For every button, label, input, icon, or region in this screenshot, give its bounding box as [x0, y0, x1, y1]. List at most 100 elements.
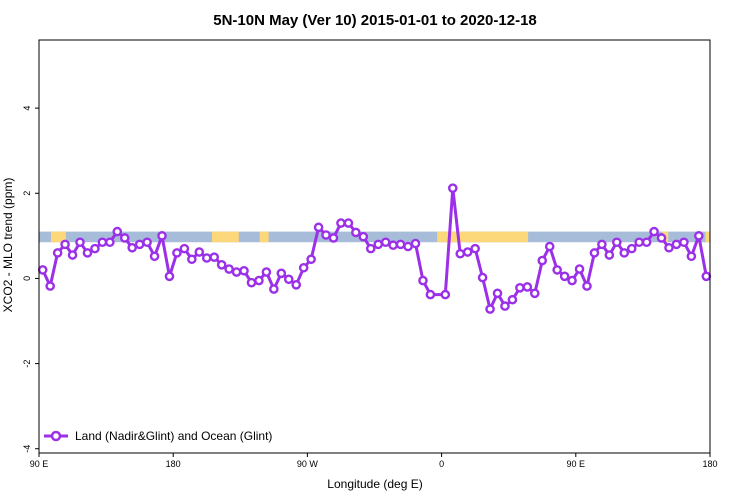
data-point-61 [500, 301, 510, 311]
data-point-28 [246, 277, 257, 288]
data-point-29 [254, 275, 264, 286]
x-tick-label-4: 90 E [567, 459, 586, 469]
data-point-8 [97, 237, 108, 248]
data-point-38 [321, 230, 331, 240]
data-point-77 [619, 248, 630, 258]
data-point-47 [388, 240, 398, 251]
data-point-34 [291, 280, 302, 290]
data-point-55 [455, 248, 466, 259]
data-point-53 [440, 289, 451, 300]
data-point-37 [313, 222, 324, 233]
data-point-33 [283, 274, 294, 285]
data-point-4 [67, 250, 78, 260]
data-point-19 [179, 243, 190, 254]
legend-entry-label: Land (Nadir&Glint) and Ocean (Glint) [75, 429, 272, 443]
data-point-50 [410, 238, 421, 249]
data-point-35 [298, 262, 309, 273]
y-axis: -4 -2 0 2 4 [22, 106, 39, 453]
data-point-31 [269, 284, 279, 294]
data-point-3 [60, 239, 70, 250]
data-point-11 [119, 233, 130, 243]
data-point-16 [157, 231, 167, 241]
land-segment-2 [259, 231, 269, 243]
data-point-88 [701, 271, 712, 282]
y-tick-label-2: 0 [22, 276, 32, 281]
y-axis-label: XCO2 - MLO trend (ppm) [1, 178, 15, 313]
data-point-80 [641, 237, 652, 248]
x-axis: 90 E 180 90 W 0 90 E 180 [30, 453, 718, 469]
data-point-20 [187, 254, 197, 265]
data-point-87 [694, 231, 704, 241]
data-point-25 [224, 264, 234, 274]
data-point-17 [164, 271, 175, 282]
data-point-40 [336, 218, 346, 228]
data-point-82 [656, 233, 667, 243]
data-point-71 [574, 264, 585, 274]
legend-marker-swatch [50, 430, 62, 442]
land-segment-1 [211, 231, 239, 243]
data-point-59 [485, 304, 495, 314]
data-point-52 [425, 289, 436, 300]
data-point-65 [529, 288, 540, 299]
data-point-58 [477, 272, 488, 283]
data-point-46 [380, 237, 391, 248]
data-point-86 [686, 251, 697, 262]
data-point-72 [582, 281, 592, 291]
data-point-70 [567, 275, 577, 286]
data-point-68 [552, 265, 562, 275]
data-point-48 [395, 239, 406, 250]
data-point-12 [127, 242, 137, 253]
data-point-26 [231, 267, 242, 277]
data-point-60 [492, 288, 503, 299]
y-tick-label-1: -2 [22, 360, 32, 368]
ocean-band [39, 231, 710, 243]
data-point-51 [418, 275, 428, 286]
y-tick-label-3: 2 [22, 191, 32, 196]
data-point-32 [276, 268, 287, 279]
y-tick-label-0: -4 [22, 445, 32, 453]
data-point-45 [373, 239, 384, 250]
data-point-15 [149, 251, 160, 262]
data-point-69 [559, 271, 570, 282]
data-point-81 [649, 226, 659, 237]
data-point-30 [261, 267, 272, 277]
data-point-22 [201, 253, 212, 263]
land-segment-3 [437, 231, 529, 243]
x-tick-label-2: 90 W [297, 459, 319, 469]
data-point-67 [544, 241, 555, 252]
data-point-79 [634, 237, 644, 248]
data-point-18 [172, 248, 182, 258]
data-point-84 [671, 239, 682, 250]
data-point-14 [142, 237, 152, 248]
data-point-41 [343, 218, 354, 228]
data-point-13 [134, 239, 145, 250]
data-point-56 [462, 247, 473, 257]
data-point-36 [306, 254, 316, 265]
data-point-75 [604, 250, 615, 260]
x-tick-label-3: 0 [439, 459, 444, 469]
plot-frame [38, 39, 711, 454]
data-point-64 [522, 282, 533, 292]
data-point-76 [612, 237, 622, 248]
data-point-10 [112, 226, 123, 237]
y-tick-label-4: 4 [22, 106, 32, 111]
data-point-73 [589, 248, 600, 258]
data-point-74 [597, 239, 607, 250]
data-point-0 [37, 265, 48, 275]
data-point-62 [507, 294, 518, 305]
data-point-1 [45, 281, 55, 291]
x-tick-label-1: 180 [166, 459, 181, 469]
data-point-9 [105, 237, 115, 248]
x-tick-label-0: 90 E [30, 459, 49, 469]
data-point-57 [470, 243, 480, 254]
data-point-7 [90, 243, 100, 254]
data-point-2 [52, 248, 63, 258]
data-point-44 [365, 243, 376, 254]
land-segment-5 [705, 231, 710, 243]
legend: Land (Nadir&Glint) and Ocean (Glint) [44, 429, 272, 443]
data-point-5 [75, 237, 85, 248]
land-segment-0 [50, 231, 66, 243]
data-point-43 [358, 231, 369, 242]
data-point-6 [82, 248, 93, 258]
